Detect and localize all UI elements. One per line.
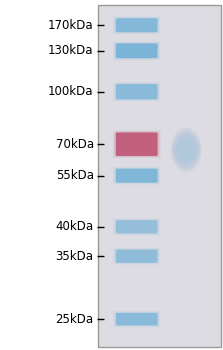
FancyBboxPatch shape <box>114 168 159 184</box>
FancyBboxPatch shape <box>116 43 157 58</box>
FancyBboxPatch shape <box>113 41 160 60</box>
Text: 55kDa: 55kDa <box>56 169 94 182</box>
FancyBboxPatch shape <box>114 219 159 234</box>
FancyBboxPatch shape <box>115 169 158 183</box>
FancyBboxPatch shape <box>114 312 159 327</box>
FancyBboxPatch shape <box>113 311 160 328</box>
FancyBboxPatch shape <box>116 18 157 32</box>
FancyBboxPatch shape <box>116 313 157 326</box>
FancyBboxPatch shape <box>113 248 160 265</box>
FancyBboxPatch shape <box>116 133 157 156</box>
FancyBboxPatch shape <box>114 42 159 59</box>
FancyBboxPatch shape <box>113 218 160 236</box>
FancyBboxPatch shape <box>98 5 221 346</box>
FancyBboxPatch shape <box>113 167 160 185</box>
FancyBboxPatch shape <box>114 17 159 33</box>
FancyBboxPatch shape <box>116 250 157 263</box>
FancyBboxPatch shape <box>115 18 158 32</box>
FancyBboxPatch shape <box>116 169 157 183</box>
FancyBboxPatch shape <box>113 131 160 158</box>
FancyBboxPatch shape <box>114 83 159 100</box>
FancyBboxPatch shape <box>114 248 159 264</box>
FancyBboxPatch shape <box>115 132 158 156</box>
Ellipse shape <box>172 142 200 158</box>
Text: 100kDa: 100kDa <box>48 85 94 98</box>
Text: 130kDa: 130kDa <box>48 44 94 57</box>
FancyBboxPatch shape <box>115 220 158 234</box>
FancyBboxPatch shape <box>113 16 160 34</box>
FancyBboxPatch shape <box>114 131 159 157</box>
FancyBboxPatch shape <box>115 84 158 99</box>
Text: 25kDa: 25kDa <box>56 313 94 326</box>
Text: 35kDa: 35kDa <box>56 250 94 263</box>
FancyBboxPatch shape <box>115 249 158 263</box>
Text: 40kDa: 40kDa <box>56 220 94 233</box>
Text: 170kDa: 170kDa <box>48 19 94 32</box>
FancyBboxPatch shape <box>115 313 158 326</box>
FancyBboxPatch shape <box>116 220 157 233</box>
FancyBboxPatch shape <box>116 84 157 99</box>
Text: 70kDa: 70kDa <box>56 138 94 151</box>
FancyBboxPatch shape <box>115 43 158 58</box>
FancyBboxPatch shape <box>113 82 160 102</box>
